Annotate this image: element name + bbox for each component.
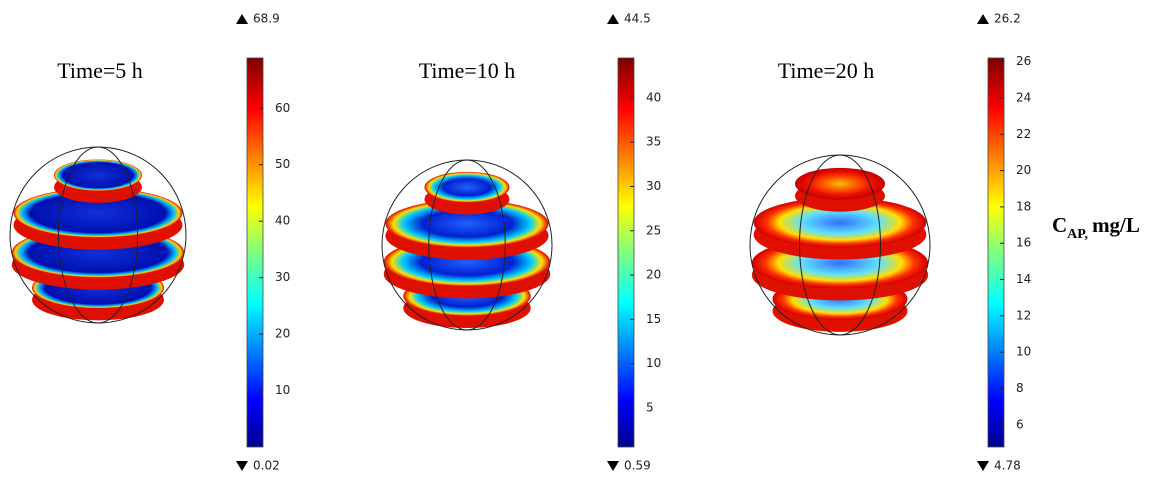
meridian [57,146,139,324]
colorbar-tick-label: 40 [646,90,661,104]
colorbar-tick-label: 30 [646,179,661,193]
colorbar-tick-label: 10 [275,383,290,397]
max-arrow [607,14,619,24]
colorbar-tick-label: 50 [275,157,290,171]
panel-title: Time=10 h [419,58,516,83]
colorbar-tick-label: 60 [275,101,290,115]
colorbar-tick-label: 24 [1016,90,1031,104]
colorbar [617,57,635,448]
colorbar-tick-label: 20 [646,268,661,282]
min-label: 0.02 [253,459,280,473]
slab-top [13,188,183,238]
spheres [9,146,931,336]
slab-top [385,199,549,248]
legend-label-rest: mg/L [1092,213,1140,237]
colorbar-tick-label: 8 [1016,381,1024,395]
min-label: 4.78 [994,459,1021,473]
colorbar-tick-label: 10 [646,356,661,370]
colorbar-tick-label: 6 [1016,417,1024,431]
colorbar-tick-label: 26 [1016,54,1031,68]
colorbar-tick-label: 18 [1016,199,1031,213]
colorbar-tick-label: 40 [275,214,290,228]
min-label: 0.59 [624,459,651,473]
colorbar [246,57,264,448]
min-arrow [236,461,248,471]
colorbar-tick-label: 12 [1016,308,1031,322]
colorbar-tick-label: 20 [275,327,290,341]
meridian [428,159,506,331]
meridian [799,154,881,336]
colorbar-tick-label: 25 [646,223,661,237]
colorbar-tick-label: 22 [1016,127,1031,141]
colorbar-tick-label: 15 [646,312,661,326]
max-arrow [977,14,989,24]
legend-label: CAP, mg/L [1052,213,1140,242]
panel-title: Time=20 h [778,58,875,83]
min-arrow [977,461,989,471]
colorbar-tick-label: 30 [275,270,290,284]
colorbar-tick-label: 5 [646,400,654,414]
legend-label-sub: AP, [1067,227,1088,242]
max-arrow [236,14,248,24]
max-label: 68.9 [253,12,280,26]
colorbar-tick-label: 16 [1016,236,1031,250]
panel-title: Time=5 h [57,58,143,83]
max-label: 44.5 [624,12,651,26]
slab-top [795,167,885,200]
slab-top [54,159,142,191]
max-label: 26.2 [994,12,1021,26]
colorbar [987,57,1005,448]
min-arrow [607,461,619,471]
legend-label-main: C [1052,213,1067,237]
colorbar-tick-label: 20 [1016,163,1031,177]
slab-top [424,171,510,203]
slab-top [753,197,927,248]
colorbar-tick-label: 35 [646,135,661,149]
colorbar-tick-label: 14 [1016,272,1031,286]
colorbar-tick-label: 10 [1016,345,1031,359]
